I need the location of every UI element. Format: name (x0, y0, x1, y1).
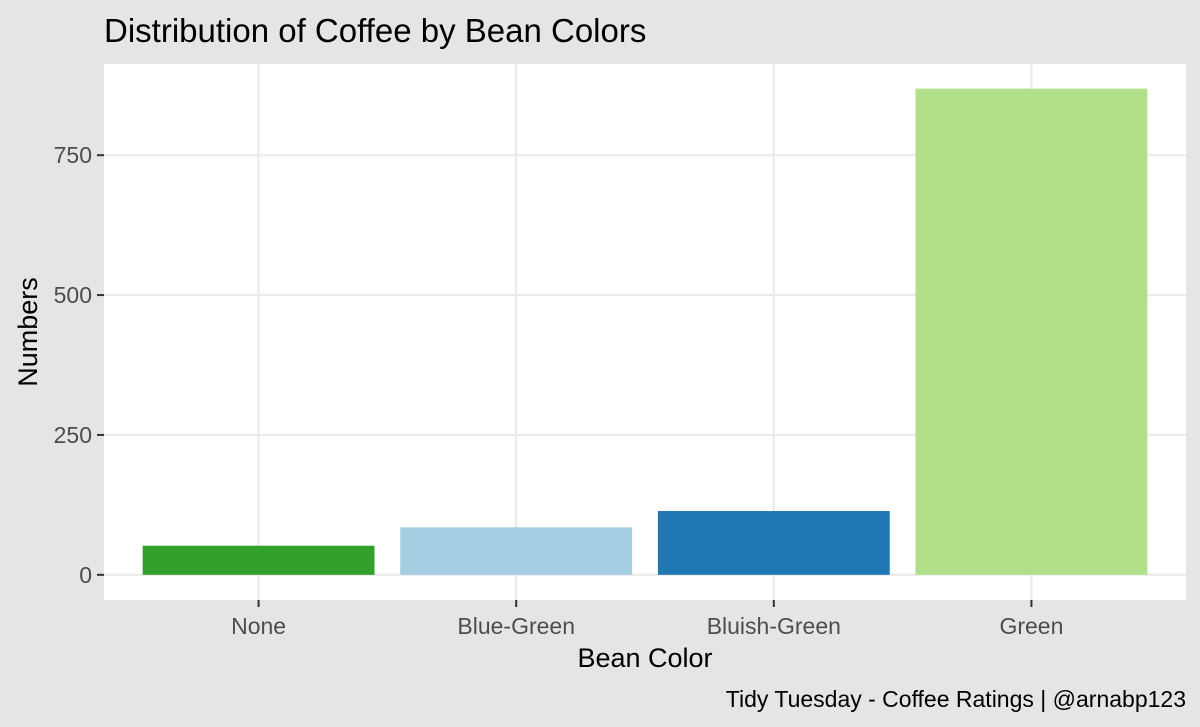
x-tick-label: Blue-Green (457, 613, 575, 639)
x-tick-label: Bluish-Green (707, 613, 841, 639)
bar-bluish-green (657, 511, 890, 575)
bars (142, 88, 1148, 575)
bar-green (915, 88, 1148, 575)
chart-title: Distribution of Coffee by Bean Colors (104, 12, 646, 49)
y-axis-ticks: 0 250 500 750 (54, 142, 104, 588)
y-tick-label: 500 (54, 282, 92, 308)
x-tick-label: None (231, 613, 286, 639)
x-axis-ticks: None Blue-Green Bluish-Green Green (231, 600, 1063, 639)
y-tick-label: 750 (54, 142, 92, 168)
x-tick-label: Green (999, 613, 1063, 639)
y-tick-label: 250 (54, 422, 92, 448)
x-axis-title: Bean Color (577, 643, 712, 673)
y-axis-title: Numbers (13, 277, 43, 387)
y-tick-label: 0 (79, 562, 92, 588)
bar-none (142, 545, 375, 575)
chart-caption: Tidy Tuesday - Coffee Ratings | @arnabp1… (726, 686, 1186, 712)
bar-blue-green (400, 527, 633, 575)
